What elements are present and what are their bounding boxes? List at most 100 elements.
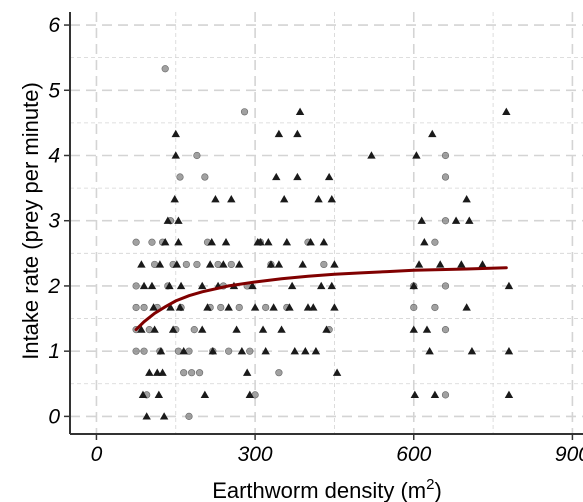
triangle-point: [198, 281, 207, 290]
circle-point: [188, 369, 196, 377]
triangle-point: [261, 346, 270, 355]
circle-point: [246, 347, 254, 355]
triangle-point: [322, 325, 331, 333]
circle-point: [140, 303, 148, 312]
triangle-point: [504, 390, 514, 399]
triangle-point: [293, 172, 302, 181]
x-axis-title-superscript: 2: [426, 476, 434, 493]
triangle-point: [287, 281, 297, 290]
triangle-point: [219, 260, 228, 268]
y-tick-label: 5: [48, 79, 60, 102]
circle-point: [240, 108, 249, 116]
y-tick-label: 1: [48, 340, 60, 363]
circle-point: [180, 369, 188, 377]
triangle-point: [137, 260, 146, 268]
triangle-point: [330, 303, 339, 311]
triangle-point: [138, 390, 148, 399]
triangle-point: [175, 303, 185, 311]
triangle-point: [150, 325, 159, 333]
triangle-point: [298, 260, 307, 268]
triangle-point: [237, 346, 247, 355]
triangle-point: [227, 194, 236, 203]
triangle-point: [465, 216, 474, 224]
triangle-point: [272, 172, 281, 181]
triangle-point: [277, 325, 286, 333]
circle-point: [225, 347, 233, 355]
triangle-point: [145, 368, 154, 376]
circle-point: [217, 303, 225, 312]
triangle-point: [436, 260, 445, 268]
triangle-point: [409, 281, 418, 290]
triangle-point: [139, 281, 149, 290]
triangle-point: [205, 260, 215, 268]
y-tick-label: 0: [48, 405, 60, 428]
circle-point: [201, 173, 209, 181]
circle-point: [441, 217, 450, 225]
triangle-point: [327, 194, 336, 203]
triangle-point: [274, 260, 284, 268]
triangle-point: [317, 281, 326, 290]
triangle-point: [147, 281, 157, 290]
triangle-point: [504, 281, 514, 290]
triangle-point: [295, 107, 305, 115]
triangle-point: [171, 151, 180, 159]
triangle-point: [163, 216, 173, 224]
x-tick-label: 0: [91, 443, 103, 466]
circle-point: [441, 151, 450, 160]
y-tick-labels: 0 1 2 3 4 5 6: [47, 14, 60, 428]
triangle-point: [301, 346, 310, 355]
triangle-point: [155, 260, 165, 268]
x-axis-title-close: ): [434, 478, 441, 502]
triangle-point: [176, 281, 186, 290]
triangle-point: [200, 390, 210, 399]
triangle-point: [428, 129, 437, 138]
triangle-point: [160, 238, 170, 246]
triangle-point: [502, 107, 511, 115]
triangle-point: [430, 390, 440, 399]
circle-point: [132, 303, 140, 312]
triangle-point: [327, 281, 336, 290]
circle-point: [161, 65, 169, 73]
triangle-point: [417, 216, 426, 224]
circle-point: [441, 173, 450, 181]
y-tick-label: 2: [47, 275, 60, 298]
circle-point: [441, 282, 450, 290]
axes: [64, 12, 583, 440]
triangle-point: [367, 151, 376, 159]
circle-point: [132, 282, 140, 290]
triangle-point: [248, 281, 257, 290]
circle-point: [262, 303, 270, 312]
circle-point: [182, 260, 190, 269]
circle-point: [275, 369, 283, 377]
circle-point: [227, 260, 235, 269]
circle-point: [140, 347, 148, 355]
circle-point: [190, 326, 198, 334]
circle-point: [195, 369, 204, 377]
circle-point: [410, 303, 418, 312]
triangle-point: [242, 368, 252, 376]
triangle-point: [409, 325, 418, 333]
circle-point: [441, 391, 450, 399]
triangle-point: [290, 346, 299, 355]
circle-point: [193, 260, 201, 269]
y-tick-label: 3: [48, 210, 60, 233]
triangle-point: [156, 346, 166, 355]
y-axis-title: Intake rate (prey per minute): [18, 82, 43, 360]
triangle-point: [153, 368, 162, 376]
triangle-point: [207, 238, 216, 246]
triangle-point: [269, 303, 278, 311]
triangle-point: [172, 260, 182, 268]
triangle-point: [174, 216, 183, 224]
triangle-point: [137, 325, 146, 333]
triangle-point: [282, 238, 292, 246]
triangle-point: [170, 194, 179, 203]
triangle-point: [198, 325, 207, 333]
triangle-point: [457, 260, 466, 268]
triangle-point: [274, 129, 284, 138]
triangle-point: [504, 346, 514, 355]
y-tick-label: 4: [48, 144, 60, 167]
x-tick-label: 300: [238, 443, 273, 466]
triangle-point: [422, 325, 432, 333]
triangle-point: [319, 238, 329, 246]
